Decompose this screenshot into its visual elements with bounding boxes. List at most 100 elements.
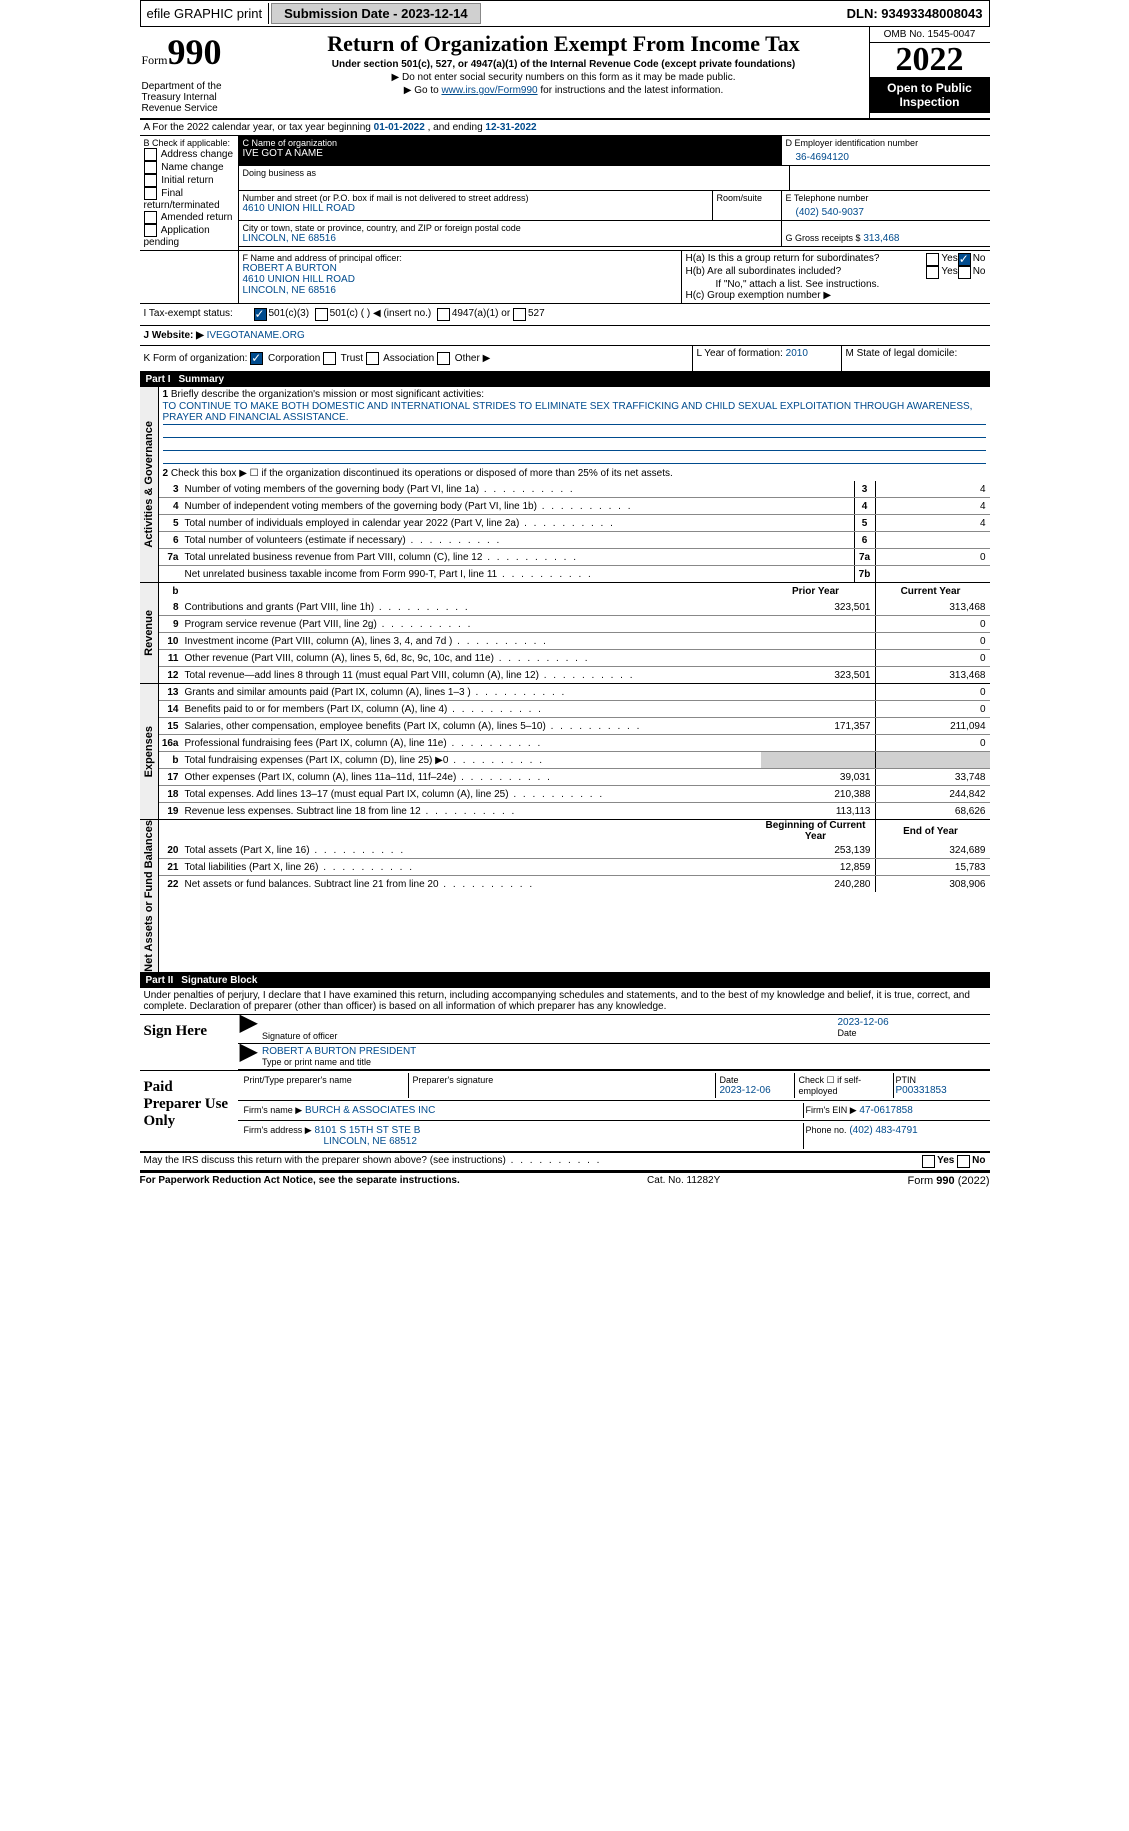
page-footer: For Paperwork Reduction Act Notice, see … <box>140 1172 990 1189</box>
block-f-label: F Name and address of principal officer: <box>243 253 677 263</box>
prior-value: 113,113 <box>761 803 876 819</box>
form-subtitle: Under section 501(c), 527, or 4947(a)(1)… <box>261 59 867 70</box>
net-section: Net Assets or Fund Balances Beginning of… <box>140 820 990 973</box>
tax-status-label: I Tax-exempt status: <box>144 308 254 321</box>
year-formation: 2010 <box>786 348 808 359</box>
hb-no-checkbox[interactable] <box>958 266 971 279</box>
applicable-checkbox[interactable] <box>144 148 157 161</box>
hc-label: H(c) Group exemption number ▶ <box>686 290 986 301</box>
current-value: 0 <box>876 701 990 717</box>
current-value: 15,783 <box>876 859 990 875</box>
mission-text: TO CONTINUE TO MAKE BOTH DOMESTIC AND IN… <box>163 400 986 425</box>
topbar: efile GRAPHIC print Submission Date - 20… <box>140 0 990 27</box>
prior-value <box>761 684 876 700</box>
firm-name: BURCH & ASSOCIATES INC <box>305 1105 435 1116</box>
applicable-checkbox[interactable] <box>144 211 157 224</box>
officer-print-name: ROBERT A BURTON PRESIDENT <box>262 1046 988 1057</box>
addr-label: Number and street (or P.O. box if mail i… <box>243 193 708 203</box>
prior-value <box>761 752 876 768</box>
current-value <box>876 752 990 768</box>
street-address: 4610 UNION HILL ROAD <box>243 203 708 214</box>
current-value: 313,468 <box>876 599 990 615</box>
goto-note: ▶ Go to www.irs.gov/Form990 for instruct… <box>261 85 867 96</box>
prior-value: 323,501 <box>761 599 876 615</box>
a1-checkbox[interactable] <box>437 308 450 321</box>
summary-value <box>876 566 990 582</box>
blocks-fh: F Name and address of principal officer:… <box>140 251 990 304</box>
prior-value: 171,357 <box>761 718 876 734</box>
officer-addr: 4610 UNION HILL ROAD <box>243 274 677 285</box>
activities-sidebar: Activities & Governance <box>143 421 155 548</box>
applicable-checkbox[interactable] <box>144 224 157 237</box>
begin-year-header: Beginning of Current Year <box>761 820 876 842</box>
applicable-checkbox[interactable] <box>144 174 157 187</box>
sign-here-block: Sign Here ▶ Signature of officer 2023-12… <box>140 1015 990 1071</box>
prior-value: 210,388 <box>761 786 876 802</box>
prior-value <box>761 633 876 649</box>
print-name-label: Type or print name and title <box>262 1057 988 1067</box>
prep-date: 2023-12-06 <box>720 1085 790 1096</box>
current-value: 313,468 <box>876 667 990 683</box>
dept-label: Department of the Treasury Internal Reve… <box>142 81 257 114</box>
summary-value: 4 <box>876 515 990 531</box>
block-d-label: D Employer identification number <box>786 138 986 148</box>
prior-year-header: Prior Year <box>761 583 876 599</box>
hb-label: H(b) Are all subordinates included? <box>686 266 927 279</box>
summary-value: 0 <box>876 549 990 565</box>
submission-date-button[interactable]: Submission Date - 2023-12-14 <box>271 3 481 24</box>
city-state-zip: LINCOLN, NE 68516 <box>243 233 777 244</box>
block-c-name-label: C Name of organization <box>243 138 777 148</box>
current-year-header: Current Year <box>876 583 990 599</box>
end-year-header: End of Year <box>876 820 990 842</box>
prior-value <box>761 735 876 751</box>
current-value: 308,906 <box>876 876 990 892</box>
irs-link[interactable]: www.irs.gov/Form990 <box>441 85 537 96</box>
expenses-sidebar: Expenses <box>143 726 155 777</box>
ha-no-checkbox[interactable] <box>958 253 971 266</box>
prior-value <box>761 616 876 632</box>
block-e-label: E Telephone number <box>786 193 986 203</box>
line2-text: Check this box ▶ ☐ if the organization d… <box>171 468 673 479</box>
summary-value: 4 <box>876 498 990 514</box>
arrow-icon: ▶ <box>240 1046 258 1067</box>
mission-label: Briefly describe the organization's miss… <box>171 389 484 400</box>
ptin: P00331853 <box>896 1085 986 1096</box>
corp-checkbox[interactable] <box>250 352 263 365</box>
hb-yes-checkbox[interactable] <box>926 266 939 279</box>
trust-checkbox[interactable] <box>323 352 336 365</box>
prior-value: 12,859 <box>761 859 876 875</box>
dln-label: DLN: 93493348008043 <box>841 3 989 24</box>
sig-date-label: Date <box>838 1028 988 1038</box>
c-checkbox[interactable] <box>315 308 328 321</box>
revenue-sidebar: Revenue <box>143 610 155 656</box>
prior-value: 39,031 <box>761 769 876 785</box>
efile-label: efile GRAPHIC print <box>141 3 270 24</box>
applicable-checkbox[interactable] <box>144 161 157 174</box>
block-b-label: B Check if applicable: <box>144 138 234 148</box>
current-value: 0 <box>876 650 990 666</box>
ha-label: H(a) Is this a group return for subordin… <box>686 253 927 266</box>
block-j: J Website: ▶ IVEGOTANAME.ORG <box>140 326 990 346</box>
applicable-checkbox[interactable] <box>144 187 157 200</box>
c3-checkbox[interactable] <box>254 308 267 321</box>
assoc-checkbox[interactable] <box>366 352 379 365</box>
527-checkbox[interactable] <box>513 308 526 321</box>
sig-date: 2023-12-06 <box>838 1017 988 1028</box>
current-value: 0 <box>876 735 990 751</box>
discuss-no-checkbox[interactable] <box>957 1155 970 1168</box>
part2-header: Part II Signature Block <box>140 973 990 988</box>
blocks-bcdeg: B Check if applicable: Address change Na… <box>140 136 990 251</box>
summary-value: 4 <box>876 481 990 497</box>
current-value: 68,626 <box>876 803 990 819</box>
hb-note: If "No," attach a list. See instructions… <box>686 279 986 290</box>
city-label: City or town, state or province, country… <box>243 223 777 233</box>
ha-yes-checkbox[interactable] <box>926 253 939 266</box>
prior-value <box>761 650 876 666</box>
current-value: 33,748 <box>876 769 990 785</box>
dba-label: Doing business as <box>243 168 785 178</box>
expenses-section: Expenses 13Grants and similar amounts pa… <box>140 684 990 820</box>
ein: 36-4694120 <box>786 148 986 163</box>
self-emp-check: Check ☐ if self-employed <box>799 1075 889 1096</box>
other-checkbox[interactable] <box>437 352 450 365</box>
discuss-yes-checkbox[interactable] <box>922 1155 935 1168</box>
